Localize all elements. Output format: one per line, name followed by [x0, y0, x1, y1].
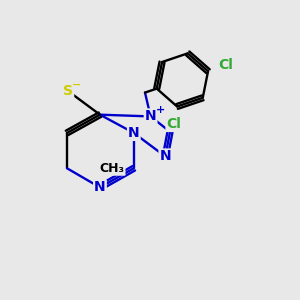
- Text: CH₃: CH₃: [100, 162, 124, 175]
- Text: −: −: [72, 80, 82, 90]
- Text: N: N: [94, 180, 106, 194]
- Text: N: N: [160, 149, 171, 164]
- Text: N: N: [145, 110, 156, 123]
- Text: +: +: [155, 105, 165, 115]
- Text: S: S: [63, 84, 73, 98]
- Text: Cl: Cl: [218, 58, 233, 72]
- Text: N: N: [128, 126, 140, 140]
- Text: Cl: Cl: [166, 117, 181, 131]
